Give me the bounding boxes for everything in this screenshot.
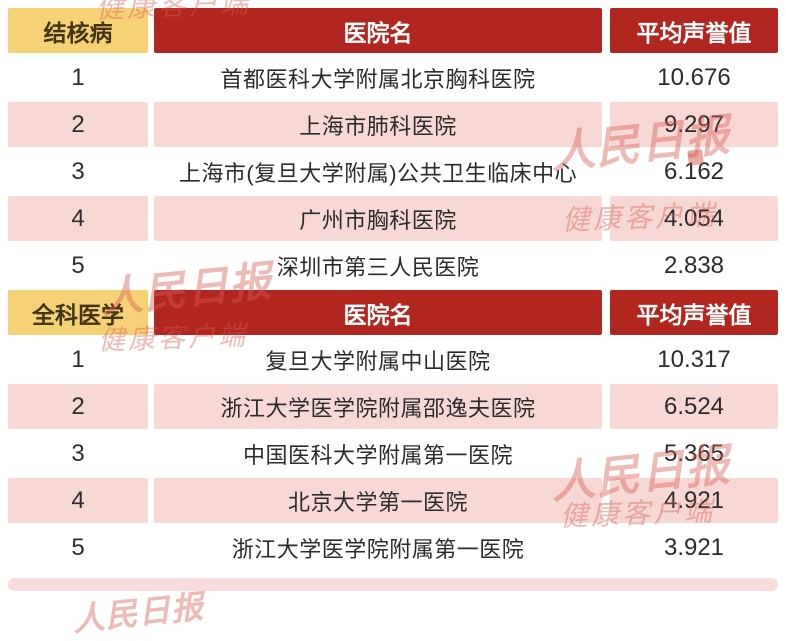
- value-cell: 5.365: [663, 439, 725, 467]
- table-row: 1 首都医科大学附属北京胸科医院 10.676: [8, 55, 778, 100]
- rank-cell: 1: [71, 63, 85, 91]
- hospital-cell: 浙江大学医学院附属第一医院: [231, 536, 525, 562]
- rank-cell: 4: [8, 478, 148, 523]
- hospital-cell: 上海市肺科医院: [154, 102, 602, 147]
- table-row: 2 上海市肺科医院 9.297: [8, 102, 778, 147]
- hospital-cell: 复旦大学附属中山医院: [265, 348, 491, 374]
- table1-category-header: 结核病: [8, 8, 148, 53]
- table1-value-column-header: 平均声誉值: [610, 8, 778, 53]
- hospital-cell: 首都医科大学附属北京胸科医院: [220, 66, 536, 92]
- hospital-cell: 中国医科大学附属第一医院: [242, 442, 513, 468]
- table2-hospital-column-header: 医院名: [154, 290, 602, 335]
- value-cell: 6.162: [663, 157, 725, 185]
- table-row: 4 北京大学第一医院 4.921: [8, 478, 778, 523]
- rank-cell: 2: [8, 384, 148, 429]
- value-cell: 6.524: [610, 384, 778, 429]
- hospital-cell: 上海市(复旦大学附属)公共卫生临床中心: [178, 160, 578, 186]
- rank-cell: 3: [71, 439, 85, 467]
- hospital-cell: 浙江大学医学院附属邵逸夫医院: [154, 384, 602, 429]
- hospital-cell: 广州市胸科医院: [154, 196, 602, 241]
- table-row: 3 上海市(复旦大学附属)公共卫生临床中心 6.162: [8, 149, 778, 194]
- partial-next-row-strip: [8, 578, 778, 591]
- value-cell: 4.921: [610, 478, 778, 523]
- value-cell: 9.297: [610, 102, 778, 147]
- table-row: 5 深圳市第三人民医院 2.838: [8, 243, 778, 288]
- value-cell: 10.676: [657, 63, 731, 91]
- value-cell: 3.921: [663, 533, 725, 561]
- rank-cell: 5: [71, 251, 85, 279]
- rank-cell: 2: [8, 102, 148, 147]
- rank-cell: 4: [8, 196, 148, 241]
- rank-cell: 1: [71, 345, 85, 373]
- table2-header-row: 全科医学 医院名 平均声誉值: [8, 290, 778, 335]
- ranking-tables: 结核病 医院名 平均声誉值 1 首都医科大学附属北京胸科医院 10.676 2 …: [8, 8, 778, 591]
- hospital-cell: 深圳市第三人民医院: [276, 254, 480, 280]
- table1-hospital-column-header: 医院名: [154, 8, 602, 53]
- table1-header-row: 结核病 医院名 平均声誉值: [8, 8, 778, 53]
- rank-cell: 5: [71, 533, 85, 561]
- table2-value-column-header: 平均声誉值: [610, 290, 778, 335]
- value-cell: 10.317: [657, 345, 731, 373]
- table-row: 5 浙江大学医学院附属第一医院 3.921: [8, 525, 778, 570]
- table2-category-header: 全科医学: [8, 290, 148, 335]
- table-row: 3 中国医科大学附属第一医院 5.365: [8, 431, 778, 476]
- table-row: 1 复旦大学附属中山医院 10.317: [8, 337, 778, 382]
- value-cell: 4.054: [610, 196, 778, 241]
- table-row: 4 广州市胸科医院 4.054: [8, 196, 778, 241]
- rank-cell: 3: [71, 157, 85, 185]
- hospital-cell: 北京大学第一医院: [154, 478, 602, 523]
- value-cell: 2.838: [663, 251, 725, 279]
- table-row: 2 浙江大学医学院附属邵逸夫医院 6.524: [8, 384, 778, 429]
